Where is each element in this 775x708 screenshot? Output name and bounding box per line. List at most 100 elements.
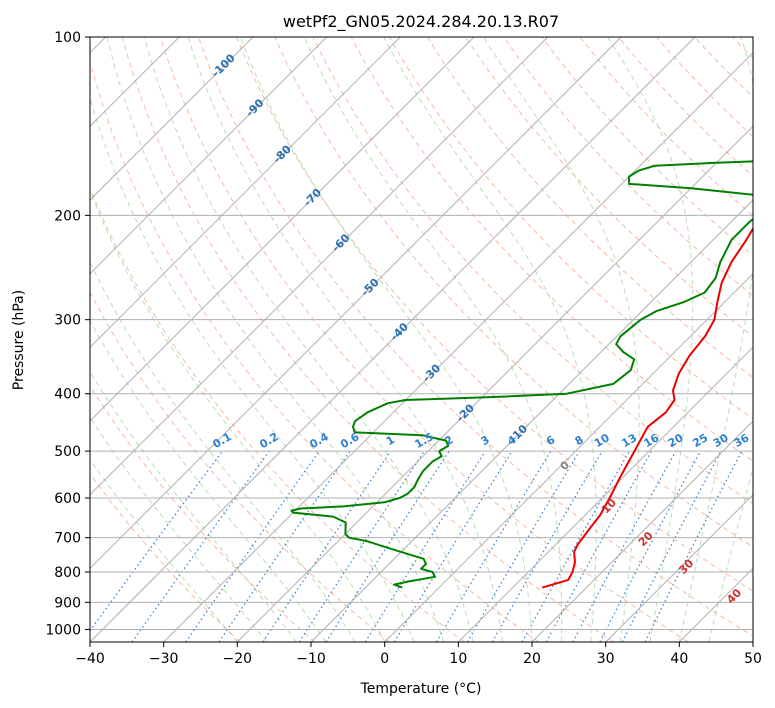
isotherm-line — [90, 37, 696, 642]
mixing-ratio-line — [325, 450, 450, 642]
y-tick-label: 900 — [54, 595, 81, 611]
isotherm-label: -70 — [301, 186, 324, 209]
dry-adiabat — [90, 187, 465, 642]
y-tick-label: 500 — [54, 444, 81, 460]
moist-adiabat — [187, 37, 503, 642]
isotherm-line — [678, 567, 753, 642]
mixing-ratio-label: 0.1 — [210, 430, 233, 451]
temperature-profile-line — [541, 226, 753, 589]
mixing-ratio-label: 2 — [442, 433, 455, 448]
dry-adiabat — [388, 37, 753, 420]
mixing-ratio-line — [218, 450, 351, 642]
isotherm-line — [752, 641, 753, 642]
x-tick-label: −20 — [223, 651, 253, 667]
moist-adiabat-label: 0 — [558, 458, 573, 473]
mixing-ratio-label: 36 — [732, 431, 752, 450]
moist-adiabat — [90, 260, 356, 642]
dry-adiabat — [694, 37, 753, 98]
dry-adiabat — [426, 37, 753, 379]
moist-adiabat — [239, 37, 533, 642]
x-tick-label: 20 — [523, 651, 541, 667]
isotherm-line — [163, 51, 753, 642]
dry-adiabat — [90, 384, 316, 642]
mixing-ratio-line — [90, 450, 223, 632]
y-tick-label: 200 — [54, 208, 81, 224]
mixing-ratio-line — [364, 450, 486, 642]
mixing-ratio-label: 0.4 — [307, 430, 331, 451]
mixing-ratio-label: 3 — [479, 433, 492, 448]
dry-adiabat — [90, 59, 540, 642]
mixing-ratio-line — [545, 450, 653, 642]
mixing-ratio-line — [131, 450, 270, 642]
isotherm-line — [531, 420, 753, 642]
y-axis-title: Pressure (hPa) — [11, 290, 27, 390]
plot-frame — [89, 36, 754, 643]
mixing-ratio-label: 25 — [690, 431, 710, 450]
moist-adiabat — [383, 37, 597, 642]
isotherm-label: -20 — [454, 401, 477, 424]
dry-adiabat — [198, 37, 753, 637]
x-tick-label: 30 — [597, 651, 615, 667]
isotherm-line — [236, 125, 753, 642]
dry-adiabat — [465, 37, 753, 337]
moist-adiabat — [90, 189, 386, 642]
y-tick-label: 400 — [54, 387, 81, 403]
dry-adiabat — [771, 37, 775, 642]
moist-adiabat-label: 20 — [636, 529, 656, 549]
mixing-ratio-label: 1 — [384, 433, 397, 448]
moist-adiabat — [482, 37, 640, 642]
moist-adiabat — [90, 458, 238, 642]
series-lines — [290, 160, 753, 589]
isotherm-line — [90, 37, 401, 349]
isotherm-line — [90, 37, 549, 496]
isotherm-label: -60 — [329, 231, 352, 254]
isotherm-line — [457, 346, 753, 642]
mixing-ratio-line — [599, 450, 702, 642]
y-tick-label: 600 — [54, 491, 81, 507]
x-axis-title: Temperature (°C) — [360, 681, 482, 697]
mixing-ratio-label: 8 — [573, 433, 586, 448]
isotherm-line — [384, 272, 753, 642]
mixing-ratio-label: 6 — [544, 433, 557, 448]
isotherm-label: -100 — [209, 51, 238, 80]
y-tick-label: 700 — [54, 531, 81, 547]
dry-adiabat — [732, 37, 753, 59]
x-tick-label: −30 — [149, 651, 179, 667]
mixing-ratio-label: 30 — [711, 431, 731, 450]
isotherm-line — [90, 37, 475, 422]
moist-adiabat — [90, 370, 297, 642]
mixing-ratio-label: 0.2 — [257, 430, 280, 451]
dewpoint-profile-line — [290, 160, 753, 589]
isotherm-label: -90 — [243, 96, 266, 119]
mixing-ratio-line — [466, 450, 580, 642]
dry-adiabat — [656, 37, 753, 138]
dry-adiabat — [236, 37, 753, 592]
background-lines — [90, 37, 775, 642]
chart-title: wetPf2_GN05.2024.284.20.13.R07 — [283, 12, 559, 32]
mixing-ratio-label: 10 — [592, 431, 612, 450]
isotherm-line — [605, 493, 753, 642]
isotherm-line — [310, 199, 753, 642]
x-tick-label: 10 — [449, 651, 467, 667]
x-tick-label: −40 — [75, 651, 105, 667]
moist-adiabat-label: 40 — [724, 586, 744, 606]
mixing-ratio-line — [644, 450, 743, 642]
x-tick-label: 0 — [380, 651, 389, 667]
y-axis: 100 200 300 400 500 600 700 800 900 1000 — [45, 30, 90, 638]
dry-adiabat — [90, 291, 390, 642]
mixing-ratio-line — [393, 450, 513, 642]
y-tick-label: 1000 — [45, 622, 81, 638]
isotherm-line — [90, 37, 622, 570]
dry-adiabat — [350, 37, 753, 462]
moist-adiabat-label: 30 — [676, 557, 696, 577]
dry-adiabat — [274, 37, 753, 548]
y-tick-label: 100 — [54, 30, 81, 46]
isotherm-label: -30 — [420, 361, 443, 384]
moist-adiabat — [90, 416, 268, 642]
moist-adiabat — [303, 37, 563, 642]
moist-adiabat — [607, 37, 694, 642]
isotherm-line — [90, 37, 328, 275]
mixing-ratio-label: 1.5 — [412, 430, 435, 451]
y-tick-label: 800 — [54, 565, 81, 581]
